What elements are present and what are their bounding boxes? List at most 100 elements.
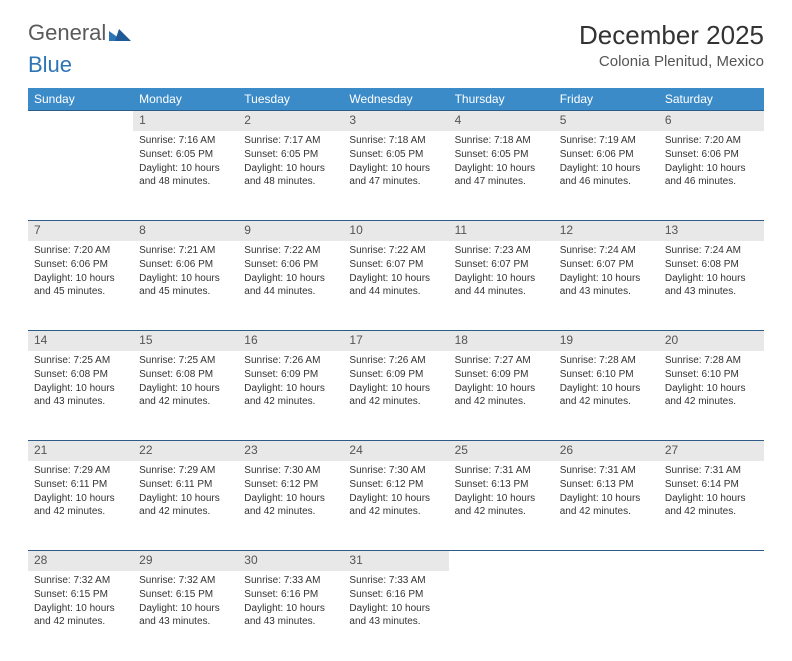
sunset-text: Sunset: 6:06 PM [665, 148, 758, 161]
daynum-cell: 23 [238, 441, 343, 461]
sunrise-text: Sunrise: 7:28 AM [665, 354, 758, 367]
day-number: 30 [238, 551, 343, 571]
sunrise-text: Sunrise: 7:31 AM [665, 464, 758, 477]
day-cell: Sunrise: 7:31 AMSunset: 6:13 PMDaylight:… [449, 461, 554, 551]
day-cell: Sunrise: 7:32 AMSunset: 6:15 PMDaylight:… [133, 571, 238, 661]
location: Colonia Plenitud, Mexico [579, 53, 764, 70]
daynum-cell: 30 [238, 551, 343, 571]
day-number: 6 [659, 111, 764, 131]
day-number [449, 551, 554, 555]
day-body [554, 571, 659, 580]
weekday-header: Thursday [449, 88, 554, 111]
day-cell: Sunrise: 7:30 AMSunset: 6:12 PMDaylight:… [238, 461, 343, 551]
daylight-text: Daylight: 10 hours and 42 minutes. [244, 492, 337, 518]
sunrise-text: Sunrise: 7:29 AM [34, 464, 127, 477]
daylight-text: Daylight: 10 hours and 42 minutes. [349, 492, 442, 518]
sunrise-text: Sunrise: 7:30 AM [244, 464, 337, 477]
sunset-text: Sunset: 6:12 PM [244, 478, 337, 491]
day-body: Sunrise: 7:33 AMSunset: 6:16 PMDaylight:… [343, 571, 448, 635]
sunrise-text: Sunrise: 7:27 AM [455, 354, 548, 367]
sunrise-text: Sunrise: 7:25 AM [139, 354, 232, 367]
sunrise-text: Sunrise: 7:19 AM [560, 134, 653, 147]
daylight-text: Daylight: 10 hours and 42 minutes. [560, 492, 653, 518]
week-row: Sunrise: 7:20 AMSunset: 6:06 PMDaylight:… [28, 241, 764, 331]
sunset-text: Sunset: 6:16 PM [349, 588, 442, 601]
daynum-cell: 12 [554, 221, 659, 241]
day-body: Sunrise: 7:31 AMSunset: 6:13 PMDaylight:… [554, 461, 659, 525]
day-cell: Sunrise: 7:19 AMSunset: 6:06 PMDaylight:… [554, 131, 659, 221]
day-body: Sunrise: 7:24 AMSunset: 6:07 PMDaylight:… [554, 241, 659, 305]
daylight-text: Daylight: 10 hours and 42 minutes. [560, 382, 653, 408]
day-number: 18 [449, 331, 554, 351]
day-number: 22 [133, 441, 238, 461]
daylight-text: Daylight: 10 hours and 42 minutes. [455, 492, 548, 518]
daylight-text: Daylight: 10 hours and 47 minutes. [455, 162, 548, 188]
day-body: Sunrise: 7:32 AMSunset: 6:15 PMDaylight:… [28, 571, 133, 635]
daynum-cell [449, 551, 554, 571]
calendar-table: Sunday Monday Tuesday Wednesday Thursday… [28, 88, 764, 661]
day-body: Sunrise: 7:31 AMSunset: 6:14 PMDaylight:… [659, 461, 764, 525]
sunset-text: Sunset: 6:11 PM [139, 478, 232, 491]
day-body: Sunrise: 7:20 AMSunset: 6:06 PMDaylight:… [28, 241, 133, 305]
day-body: Sunrise: 7:31 AMSunset: 6:13 PMDaylight:… [449, 461, 554, 525]
day-cell: Sunrise: 7:21 AMSunset: 6:06 PMDaylight:… [133, 241, 238, 331]
weekday-header: Monday [133, 88, 238, 111]
sunrise-text: Sunrise: 7:26 AM [244, 354, 337, 367]
sunset-text: Sunset: 6:06 PM [244, 258, 337, 271]
day-number: 1 [133, 111, 238, 131]
sunset-text: Sunset: 6:13 PM [560, 478, 653, 491]
sunset-text: Sunset: 6:08 PM [34, 368, 127, 381]
sunrise-text: Sunrise: 7:33 AM [244, 574, 337, 587]
sunset-text: Sunset: 6:08 PM [139, 368, 232, 381]
weekday-header: Wednesday [343, 88, 448, 111]
day-cell [449, 571, 554, 661]
sunset-text: Sunset: 6:14 PM [665, 478, 758, 491]
week-row: Sunrise: 7:32 AMSunset: 6:15 PMDaylight:… [28, 571, 764, 661]
day-body: Sunrise: 7:28 AMSunset: 6:10 PMDaylight:… [659, 351, 764, 415]
sunset-text: Sunset: 6:10 PM [560, 368, 653, 381]
daynum-cell: 19 [554, 331, 659, 351]
day-body: Sunrise: 7:30 AMSunset: 6:12 PMDaylight:… [238, 461, 343, 525]
day-body: Sunrise: 7:25 AMSunset: 6:08 PMDaylight:… [133, 351, 238, 415]
daylight-text: Daylight: 10 hours and 48 minutes. [139, 162, 232, 188]
sunrise-text: Sunrise: 7:23 AM [455, 244, 548, 257]
daynum-row: 21222324252627 [28, 441, 764, 461]
sunrise-text: Sunrise: 7:31 AM [560, 464, 653, 477]
sunrise-text: Sunrise: 7:33 AM [349, 574, 442, 587]
sunrise-text: Sunrise: 7:32 AM [139, 574, 232, 587]
logo-icon [109, 25, 131, 41]
daylight-text: Daylight: 10 hours and 42 minutes. [34, 602, 127, 628]
day-number: 17 [343, 331, 448, 351]
day-body: Sunrise: 7:26 AMSunset: 6:09 PMDaylight:… [343, 351, 448, 415]
day-body: Sunrise: 7:22 AMSunset: 6:06 PMDaylight:… [238, 241, 343, 305]
daynum-cell: 16 [238, 331, 343, 351]
day-body: Sunrise: 7:24 AMSunset: 6:08 PMDaylight:… [659, 241, 764, 305]
calendar-body: 123456Sunrise: 7:16 AMSunset: 6:05 PMDay… [28, 111, 764, 661]
day-body: Sunrise: 7:18 AMSunset: 6:05 PMDaylight:… [343, 131, 448, 195]
day-number: 24 [343, 441, 448, 461]
weekday-header: Tuesday [238, 88, 343, 111]
day-number: 13 [659, 221, 764, 241]
daylight-text: Daylight: 10 hours and 47 minutes. [349, 162, 442, 188]
day-cell: Sunrise: 7:29 AMSunset: 6:11 PMDaylight:… [133, 461, 238, 551]
sunset-text: Sunset: 6:05 PM [455, 148, 548, 161]
day-cell: Sunrise: 7:33 AMSunset: 6:16 PMDaylight:… [343, 571, 448, 661]
sunrise-text: Sunrise: 7:20 AM [34, 244, 127, 257]
day-cell: Sunrise: 7:16 AMSunset: 6:05 PMDaylight:… [133, 131, 238, 221]
sunset-text: Sunset: 6:16 PM [244, 588, 337, 601]
daylight-text: Daylight: 10 hours and 43 minutes. [244, 602, 337, 628]
sunrise-text: Sunrise: 7:24 AM [665, 244, 758, 257]
logo-text-a: General [28, 20, 106, 46]
daynum-cell [28, 111, 133, 131]
logo: General [28, 20, 131, 46]
sunset-text: Sunset: 6:08 PM [665, 258, 758, 271]
sunset-text: Sunset: 6:13 PM [455, 478, 548, 491]
day-number: 25 [449, 441, 554, 461]
daylight-text: Daylight: 10 hours and 42 minutes. [455, 382, 548, 408]
daynum-cell: 24 [343, 441, 448, 461]
sunset-text: Sunset: 6:07 PM [455, 258, 548, 271]
daynum-cell: 4 [449, 111, 554, 131]
daylight-text: Daylight: 10 hours and 43 minutes. [139, 602, 232, 628]
day-body: Sunrise: 7:26 AMSunset: 6:09 PMDaylight:… [238, 351, 343, 415]
day-number: 23 [238, 441, 343, 461]
